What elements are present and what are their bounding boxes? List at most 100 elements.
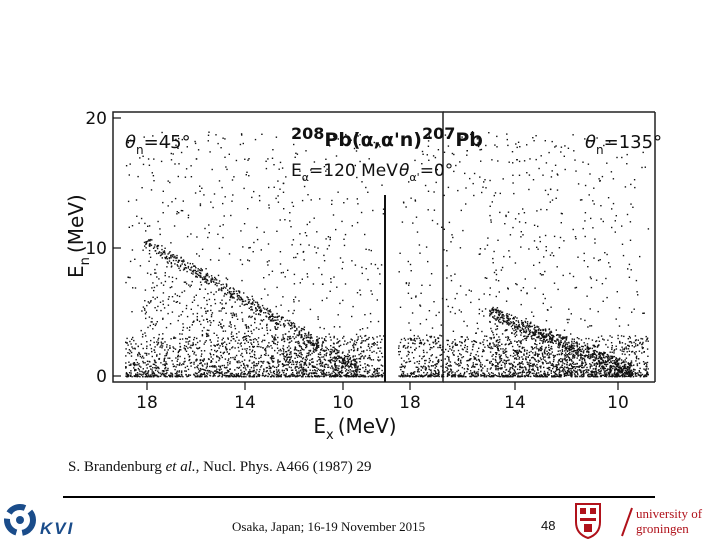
scatter-point xyxy=(151,355,153,358)
scatter-point xyxy=(273,357,275,359)
scatter-point xyxy=(334,362,336,365)
scatter-point xyxy=(187,347,189,349)
scatter-point xyxy=(283,352,285,354)
scatter-point xyxy=(533,374,535,376)
scatter-point xyxy=(621,350,623,352)
scatter-point xyxy=(313,344,316,346)
scatter-point xyxy=(557,344,560,346)
scatter-point xyxy=(540,208,542,211)
scatter-point xyxy=(291,375,293,377)
scatter-point xyxy=(507,287,509,289)
scatter-point xyxy=(637,373,639,376)
scatter-point xyxy=(248,359,251,361)
scatter-point xyxy=(273,186,275,188)
scatter-point xyxy=(459,161,461,163)
scatter-point xyxy=(613,355,616,358)
scatter-point xyxy=(246,348,248,350)
scatter-point xyxy=(368,343,370,345)
scatter-point xyxy=(252,251,254,253)
scatter-point xyxy=(571,340,573,343)
scatter-point xyxy=(415,347,417,349)
scatter-point xyxy=(638,374,640,377)
scatter-point xyxy=(184,349,187,351)
scatter-point xyxy=(470,375,472,378)
scatter-point xyxy=(224,341,226,343)
scatter-point xyxy=(212,354,215,356)
scatter-point xyxy=(131,225,134,227)
scatter-point xyxy=(415,295,417,297)
scatter-point xyxy=(437,370,440,372)
scatter-point xyxy=(130,351,133,354)
scatter-point xyxy=(556,189,559,191)
scatter-point xyxy=(148,360,150,363)
scatter-point xyxy=(585,372,587,374)
scatter-point xyxy=(454,297,456,300)
scatter-point xyxy=(311,361,313,363)
scatter-point xyxy=(377,320,380,323)
scatter-point xyxy=(441,226,443,228)
scatter-point xyxy=(528,351,531,354)
scatter-point xyxy=(374,373,376,375)
scatter-point xyxy=(589,173,591,175)
scatter-point xyxy=(332,360,334,362)
scatter-point xyxy=(576,357,578,359)
scatter-point xyxy=(146,360,149,362)
scatter-point xyxy=(510,342,513,344)
scatter-point xyxy=(458,374,461,376)
scatter-point xyxy=(552,367,554,370)
scatter-point xyxy=(364,335,366,337)
scatter-point xyxy=(560,212,563,215)
scatter-point xyxy=(464,376,466,378)
scatter-point xyxy=(253,365,255,367)
scatter-point xyxy=(212,320,215,322)
scatter-point xyxy=(230,333,233,335)
scatter-point xyxy=(453,170,455,173)
scatter-point xyxy=(166,266,168,268)
scatter-point xyxy=(263,370,265,373)
scatter-point xyxy=(318,363,321,365)
scatter-point xyxy=(330,348,332,351)
scatter-point xyxy=(426,154,428,156)
scatter-point xyxy=(161,345,164,347)
scatter-point xyxy=(196,318,198,321)
scatter-point xyxy=(371,343,373,345)
scatter-point xyxy=(185,350,188,352)
scatter-point xyxy=(263,360,265,363)
scatter-point xyxy=(139,157,141,159)
scatter-point xyxy=(338,345,340,347)
scatter-point xyxy=(642,361,645,363)
scatter-point xyxy=(564,347,566,350)
scatter-point xyxy=(303,373,305,376)
scatter-point xyxy=(239,143,242,146)
scatter-point xyxy=(634,372,636,374)
scatter-point xyxy=(173,365,176,367)
scatter-point xyxy=(526,335,528,338)
scatter-point xyxy=(628,276,631,278)
scatter-point xyxy=(641,166,643,169)
scatter-point xyxy=(134,369,136,372)
scatter-point xyxy=(157,341,160,344)
scatter-point xyxy=(423,351,425,354)
scatter-point xyxy=(447,372,449,375)
scatter-point xyxy=(373,344,375,346)
scatter-point xyxy=(562,362,564,364)
scatter-point xyxy=(353,342,355,344)
scatter-point xyxy=(613,349,616,351)
scatter-point xyxy=(190,233,192,235)
scatter-point xyxy=(537,248,539,250)
scatter-point xyxy=(359,368,361,371)
scatter-point xyxy=(434,375,436,378)
scatter-point xyxy=(241,311,243,314)
scatter-point xyxy=(224,346,227,348)
scatter-point xyxy=(265,354,267,356)
scatter-point xyxy=(178,375,181,377)
scatter-point xyxy=(414,199,416,201)
scatter-point xyxy=(166,258,168,260)
scatter-point xyxy=(404,365,406,367)
scatter-point xyxy=(299,364,301,366)
scatter-point xyxy=(149,344,151,346)
scatter-point xyxy=(412,342,414,345)
scatter-point xyxy=(564,374,567,377)
scatter-point xyxy=(434,370,436,372)
scatter-point xyxy=(271,313,273,316)
